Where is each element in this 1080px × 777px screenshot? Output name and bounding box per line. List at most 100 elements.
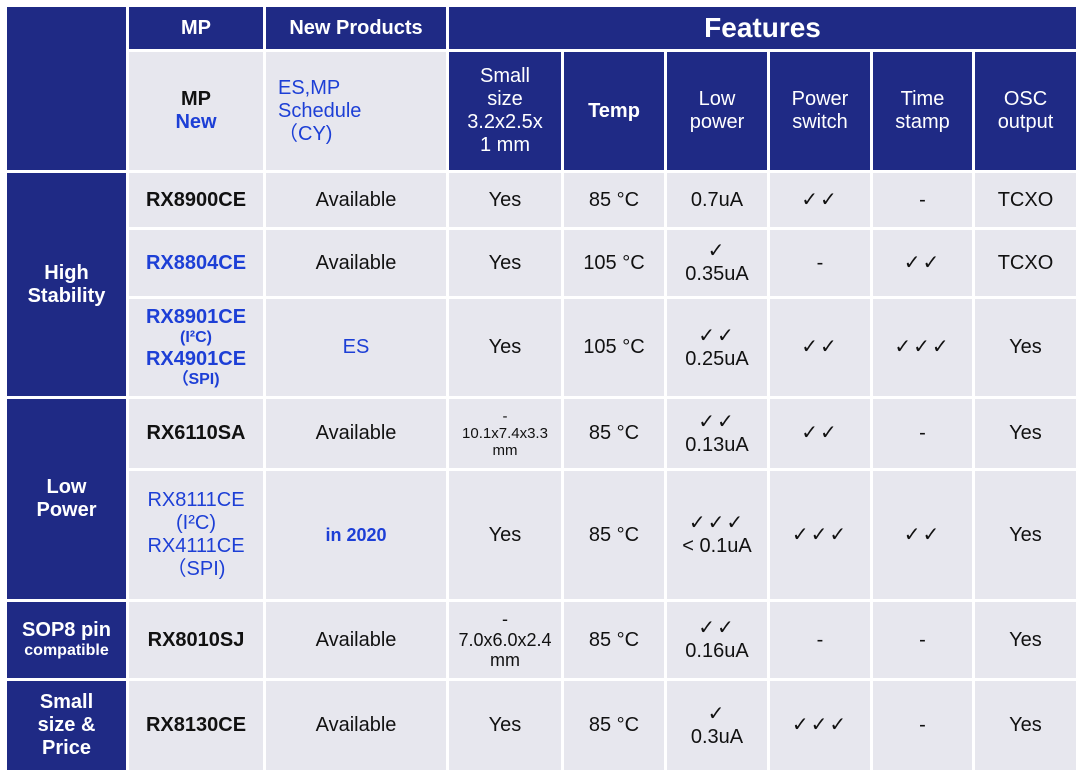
low-power-value: 0.35uA xyxy=(685,263,749,285)
power-switch-value: - xyxy=(816,251,824,274)
osc-value: Yes xyxy=(1009,336,1042,358)
part-name-line2: (I²C) xyxy=(176,512,216,534)
temp-label: 85 °C xyxy=(588,714,640,736)
part-name-line4: （SPI) xyxy=(166,558,226,580)
size-cell: - 7.0x6.0x2.4 mm xyxy=(449,602,561,678)
osc-value: Yes xyxy=(1009,714,1042,736)
header-mp: MP xyxy=(129,7,263,49)
power-switch-cell: - xyxy=(770,602,870,678)
osc-value: TCXO xyxy=(997,188,1054,211)
col-header-low-power: Low power xyxy=(667,52,767,170)
osc-value: Yes xyxy=(1009,628,1042,651)
size-line1: - xyxy=(502,608,508,629)
time-stamp-cell: - xyxy=(873,681,972,770)
schedule-label: Available xyxy=(315,422,397,444)
power-switch-cell: - xyxy=(770,230,870,296)
size-cell: Yes xyxy=(449,681,561,770)
low-power-cell: ✓✓ 0.13uA xyxy=(667,399,767,468)
low-power-checkmarks: ✓✓ xyxy=(698,410,736,433)
time-stamp-cell: - xyxy=(873,602,972,678)
low-power-cell: ✓✓ 0.16uA xyxy=(667,602,767,678)
temp-cell: 105 °C xyxy=(564,230,664,296)
schedule-label: Available xyxy=(315,628,397,651)
temp-cell: 85 °C xyxy=(564,471,664,599)
size-label: Yes xyxy=(488,336,522,358)
power-switch-checkmarks: ✓✓ xyxy=(801,422,839,444)
temp-label: 85 °C xyxy=(588,628,640,651)
part-name-line1: RX8111CE xyxy=(147,489,245,511)
power-switch-checkmarks: ✓✓ xyxy=(801,336,839,358)
osc-cell: Yes xyxy=(975,299,1076,396)
schedule-cell: in 2020 xyxy=(266,471,446,599)
schedule-cell: ES xyxy=(266,299,446,396)
col-header-mp-new: MP New xyxy=(129,52,263,170)
col-header-size-line2: size xyxy=(487,88,523,110)
low-power-checkmarks: ✓✓✓ xyxy=(688,512,746,534)
part-name-line3: RX4111CE xyxy=(147,535,245,557)
low-power-value: 0.13uA xyxy=(685,433,749,456)
group-sop-line2: compatible xyxy=(24,642,109,660)
osc-cell: Yes xyxy=(975,602,1076,678)
col-header-time-stamp: Time stamp xyxy=(873,52,972,170)
low-power-cell: 0.7uA xyxy=(667,173,767,227)
col-header-power-switch: Power switch xyxy=(770,52,870,170)
col-header-schedule: ES,MP Schedule （CY) xyxy=(266,52,446,170)
size-label: Yes xyxy=(488,251,522,274)
size-label: Yes xyxy=(488,523,522,546)
size-line2: 7.0x6.0x2.4 xyxy=(458,629,552,650)
col-header-small-size: Small size 3.2x2.5x 1 mm xyxy=(449,52,561,170)
col-header-low-line2: power xyxy=(689,111,745,133)
schedule-label: Available xyxy=(315,714,397,736)
power-switch-checkmarks: ✓✓✓ xyxy=(791,523,849,546)
schedule-cell: Available xyxy=(266,399,446,468)
low-power-checkmarks: ✓✓ xyxy=(698,617,736,639)
part-name-label: RX8130CE xyxy=(145,714,247,736)
osc-cell: Yes xyxy=(975,681,1076,770)
low-power-cell: ✓ 0.35uA xyxy=(667,230,767,296)
time-stamp-cell: - xyxy=(873,399,972,468)
group-small-line1: Small xyxy=(39,691,94,713)
part-name: RX8900CE xyxy=(129,173,263,227)
col-header-temp-label: Temp xyxy=(588,99,640,122)
col-header-schedule-line2: Schedule xyxy=(278,99,362,122)
col-header-temp: Temp xyxy=(564,52,664,170)
size-cell: Yes xyxy=(449,299,561,396)
col-header-osc-line1: OSC xyxy=(1003,88,1048,110)
schedule-cell: Available xyxy=(266,230,446,296)
col-header-time-line1: Time xyxy=(900,88,945,110)
part-name-line2: (I²C) xyxy=(180,329,212,347)
size-cell: Yes xyxy=(449,471,561,599)
col-header-size-line3: 3.2x2.5x xyxy=(467,111,543,133)
time-stamp-cell: ✓✓ xyxy=(873,471,972,599)
temp-cell: 85 °C xyxy=(564,602,664,678)
col-header-power-line1: Power xyxy=(791,88,849,110)
schedule-label: in 2020 xyxy=(325,524,387,545)
group-high-stability: High Stability xyxy=(7,173,126,396)
group-sop8: SOP8 pin compatible xyxy=(7,602,126,678)
part-name-label: RX8010SJ xyxy=(147,628,245,651)
time-stamp-value: - xyxy=(919,714,926,736)
temp-cell: 85 °C xyxy=(564,681,664,770)
part-name: RX8010SJ xyxy=(129,602,263,678)
part-name-line1: RX8901CE xyxy=(145,306,247,329)
group-low-line1: Low xyxy=(46,476,87,498)
osc-value: Yes xyxy=(1009,523,1042,546)
header-features: Features xyxy=(449,7,1076,49)
size-cell: - 10.1x7.4x3.3 mm xyxy=(449,399,561,468)
col-header-mp-line: MP xyxy=(181,88,211,110)
part-name: RX6110SA xyxy=(129,399,263,468)
part-name-label: RX8900CE xyxy=(145,188,247,211)
col-header-size-line1: Small xyxy=(479,65,530,87)
temp-label: 105 °C xyxy=(583,336,645,358)
size-label: Yes xyxy=(488,714,522,736)
col-header-time-line2: stamp xyxy=(895,111,950,133)
size-cell: Yes xyxy=(449,173,561,227)
time-stamp-checkmarks: ✓✓ xyxy=(903,251,942,274)
group-small-line3: Price xyxy=(42,737,91,759)
low-power-value: 0.3uA xyxy=(690,725,744,748)
part-name-line3: RX4901CE xyxy=(145,347,247,370)
size-cell: Yes xyxy=(449,230,561,296)
low-power-cell: ✓✓✓ < 0.1uA xyxy=(667,471,767,599)
osc-cell: TCXO xyxy=(975,230,1076,296)
group-sop-line1: SOP8 pin xyxy=(22,619,111,642)
